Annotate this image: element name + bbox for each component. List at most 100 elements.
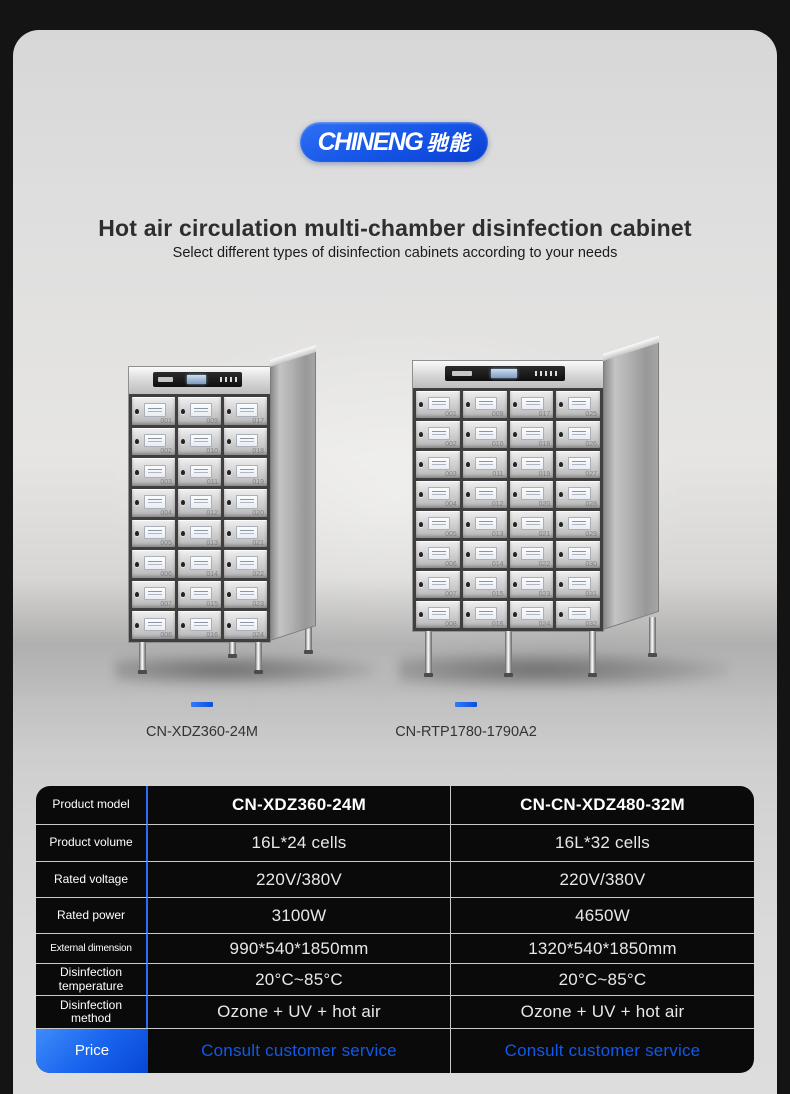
drawer-number: 004 [445,501,457,508]
drawer-label-plate [521,487,544,501]
product-image-cabinet-24: 001 009 017 002 010 018 003 011 019 004 012 020 005 0… [115,345,375,686]
cabinet-leg [304,626,313,654]
drawer-number: 018 [538,441,551,448]
drawer-number: 020 [252,509,264,517]
model-indicator-dash [191,702,213,707]
drawer-number: 002 [445,441,457,448]
keyhole-icon [559,492,564,498]
drawer-number: 028 [585,501,597,508]
drawer-number: 014 [206,570,218,578]
drawer-label-plate [474,397,498,411]
drawer-number: 007 [160,601,172,609]
drawer-label-plate [143,556,166,570]
drawer-label-plate [189,495,212,509]
cabinet-leg [228,638,237,658]
drawer-number: 005 [160,540,172,548]
drawer-label-plate [235,464,258,478]
consult-service-link-1[interactable]: Consult customer service [148,1028,451,1073]
keyhole-icon [181,622,185,628]
drawer-number: 016 [491,621,504,628]
drawer-label-plate [143,403,166,417]
drawer-label-plate [427,517,451,531]
drawer-number: 015 [491,591,504,598]
drawer-cell: 023 [509,571,554,598]
spec-label-disinfection-temperature: Disinfection temperature [36,963,148,995]
keyhole-icon [227,408,231,414]
panel-brand-mark [452,371,472,376]
drawer-number: 023 [538,591,551,598]
drawer-cell: 001 [416,391,460,418]
spec-value-temperature-1: 20°C~85°C [148,963,451,995]
keyhole-icon [135,500,139,506]
drawer-label-plate [521,427,544,441]
drawer-label-plate [189,464,212,478]
drawer-number: 008 [160,632,172,639]
panel-buttons [219,377,238,382]
drawer-label-plate [427,427,451,441]
keyhole-icon [465,402,470,408]
keyhole-icon [135,469,139,475]
keyhole-icon [465,552,470,558]
drawer-cell: 009 [178,397,221,425]
cabinet-floor-shadow [399,651,729,689]
keyhole-icon [227,531,231,537]
drawer-label-plate [568,517,591,531]
drawer-label-plate [568,457,591,471]
drawer-number: 003 [160,478,172,486]
drawer-cell: 024 [224,611,267,639]
drawer-label-plate [235,495,258,509]
brand-logo-en: CHINENG [317,127,424,156]
drawer-cell: 024 [509,601,554,628]
product-caption-left: CN-XDZ360-24M [102,694,302,740]
drawer-cell: 015 [462,571,507,598]
drawer-cell: 029 [556,511,600,538]
keyhole-icon [419,492,424,498]
keyhole-icon [419,432,424,438]
spec-value-volume-2: 16L*32 cells [451,824,754,861]
drawer-cell: 003 [132,458,175,486]
drawer-number: 011 [206,478,218,486]
drawer-label-plate [189,525,212,540]
drawer-cell: 004 [132,488,175,517]
drawer-number: 024 [538,621,551,628]
product-caption-right: CN-RTP1780-1790A2 [366,694,566,740]
drawer-label-plate [427,487,451,501]
spec-label-external-dimension: External dimension [36,933,148,963]
panel-buttons [535,371,559,376]
keyhole-icon [559,552,564,558]
drawer-number: 016 [206,632,218,639]
drawer-label-plate [235,525,258,540]
drawer-number: 012 [491,501,504,508]
keyhole-icon [512,582,517,588]
drawer-cell: 012 [462,481,507,508]
keyhole-icon [227,439,231,445]
drawer-cell: 008 [132,611,175,639]
keyhole-icon [419,552,424,558]
drawer-cell: 016 [178,611,221,639]
keyhole-icon [512,402,517,408]
drawer-cell: 014 [462,541,507,568]
spec-value-power-2: 4650W [451,897,754,933]
drawer-label-plate [143,464,166,478]
drawer-cell: 003 [416,451,460,478]
drawer-cell: 007 [416,571,460,598]
drawer-number: 018 [252,448,264,456]
drawer-cell: 022 [509,541,554,568]
keyhole-icon [465,492,470,498]
drawer-label-plate [521,577,544,591]
spec-value-temperature-2: 20°C~85°C [451,963,754,995]
drawer-label-plate [427,397,451,411]
drawer-cell: 008 [416,601,460,628]
drawer-cell: 020 [509,481,554,508]
drawer-grid: 001 009 017 025 002 010 018 026 003 011 019 027 004 0… [413,388,603,631]
keyhole-icon [135,592,139,598]
drawer-label-plate [521,397,544,411]
model-label: CN-RTP1780-1790A2 [395,724,537,740]
drawer-grid: 001 009 017 002 010 018 003 011 019 004 012 020 005 0… [129,394,270,642]
drawer-cell: 027 [556,451,600,478]
keyhole-icon [559,462,564,468]
cabinet-side-face [270,351,316,641]
drawer-label-plate [474,427,498,441]
consult-service-link-2[interactable]: Consult customer service [451,1028,754,1073]
